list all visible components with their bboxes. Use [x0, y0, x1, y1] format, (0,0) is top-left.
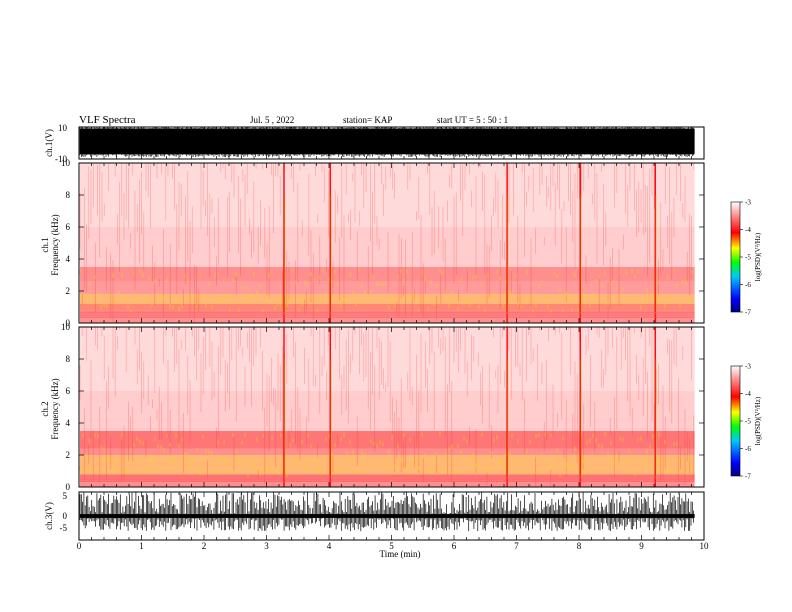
- ch1-colorbar-label: log(PSD)(V²/Hz): [754, 232, 762, 281]
- x-tick-label: 4: [327, 541, 332, 551]
- ch1-spectrogram-ticks: [78, 163, 705, 323]
- x-tick-label: 7: [514, 541, 519, 551]
- ch2-spectrogram-ticks: [78, 327, 705, 487]
- ch1-spectrogram-ylabel-frequency: Frequency (kHz): [50, 214, 60, 275]
- ch1-ytick-top: 10: [58, 123, 68, 133]
- waveform-envelope: [80, 514, 695, 518]
- ch1-waveform-ylabel: ch.1(V): [44, 129, 54, 157]
- ch1-colorbar: -3 -4 -5 -6 -7 log(PSD)(V²/Hz): [730, 199, 762, 317]
- ch2-spectrogram-ylabel-frequency: Frequency (kHz): [50, 378, 60, 439]
- spectrogram-band: [80, 391, 695, 431]
- x-tick-label: 8: [577, 541, 582, 551]
- spectrogram-band: [80, 431, 695, 449]
- panel-ch1-spectrogram: 0 2 4 6 8 10 ch.1 Frequency (kHz) -3 -4 -5 -6 -7 …: [40, 158, 762, 328]
- time-axis-label: Time (min): [380, 549, 421, 559]
- y-tick-label: 2: [66, 450, 71, 460]
- spectrogram-band: [80, 474, 695, 483]
- colorbar-tick-label: -6: [745, 281, 751, 289]
- date-label: Jul. 5 , 2022: [250, 115, 294, 125]
- spectrogram-band: [80, 303, 695, 311]
- figure-title: VLF Spectra: [79, 114, 136, 126]
- x-tick-label: 1: [139, 541, 144, 551]
- x-tick-label: 0: [77, 541, 82, 551]
- y-tick-label: 0: [66, 482, 71, 492]
- ch3-ytick-middle: 0: [63, 511, 68, 521]
- ch3-waveform-trace: [79, 492, 695, 532]
- waveform-line: [79, 127, 694, 158]
- y-tick-label: 10: [61, 322, 71, 332]
- spectrogram-band: [80, 281, 695, 295]
- ch1-waveform-trace: [79, 127, 695, 158]
- x-tick-label: 5: [389, 541, 394, 551]
- ch1-spectrogram-ylabel-channel: ch.1: [40, 237, 50, 252]
- colorbar-tick-label: -4: [745, 390, 751, 398]
- ch2-colorbar-label: log(PSD)(V²/Hz): [754, 396, 762, 445]
- ch1-colorbar-ticks: -3 -4 -5 -6 -7: [740, 199, 751, 317]
- y-tick-label: 2: [66, 286, 71, 296]
- spectrogram-band: [80, 455, 695, 475]
- waveform-line: [79, 492, 694, 532]
- y-tick-label: 6: [66, 386, 71, 396]
- y-tick-label: 8: [66, 354, 71, 364]
- ch3-ytick-top: 5: [63, 491, 68, 501]
- ch2-colorbar-ticks: -3 -4 -5 -6 -7: [740, 363, 751, 481]
- ch3-waveform-ticks: [78, 492, 705, 540]
- station-label: station= KAP: [343, 115, 392, 125]
- x-tick-label: 3: [264, 541, 269, 551]
- y-tick-label: 10: [61, 158, 71, 168]
- spectrogram-band: [80, 318, 695, 323]
- x-tick-label: 2: [202, 541, 207, 551]
- spectrogram-band: [80, 448, 695, 455]
- colorbar-tick-label: -5: [745, 418, 751, 426]
- ch2-colorbar-gradient: [730, 365, 741, 477]
- panel-ch1-waveform: 10 -10 ch.1(V): [44, 123, 705, 164]
- spectrogram-band: [80, 163, 695, 227]
- spectrogram-band: [80, 294, 695, 304]
- x-tick-label: 9: [639, 541, 644, 551]
- colorbar-tick-label: -7: [745, 473, 751, 481]
- spectrogram-band: [80, 327, 695, 391]
- ch2-spectrogram-yticks: 0 2 4 6 8 10: [61, 322, 704, 492]
- start-ut-label: start UT = 5 : 50 : 1: [437, 115, 508, 125]
- panel-ch2-spectrogram: 0 2 4 6 8 10 ch.2 Frequency (kHz) -3 -4 -5 -6 -7 …: [40, 322, 762, 492]
- spectrogram-band: [80, 267, 695, 282]
- colorbar-tick-label: -3: [745, 199, 751, 207]
- x-tick-label: 10: [700, 541, 710, 551]
- spectrogram-band: [80, 227, 695, 267]
- ch3-ytick-bottom: -5: [60, 523, 68, 533]
- colorbar-tick-label: -5: [745, 254, 751, 262]
- ch2-spectrogram-ylabel-channel: ch.2: [40, 401, 50, 416]
- figure-header: VLF Spectra Jul. 5 , 2022 station= KAP s…: [79, 114, 508, 126]
- ch1-ytick-bottom: -10: [55, 154, 67, 164]
- colorbar-tick-label: -4: [745, 226, 751, 234]
- y-tick-label: 4: [66, 254, 71, 264]
- ch2-spectrogram-image: [79, 327, 704, 487]
- ch2-colorbar: -3 -4 -5 -6 -7 log(PSD)(V²/Hz): [730, 363, 762, 481]
- spectrogram-band: [80, 482, 695, 487]
- time-axis-tick-labels: 0 1 2 3 4 5 6 7 8 9 10: [77, 541, 709, 551]
- ch3-waveform-ylabel: ch.3(V): [44, 502, 54, 530]
- colorbar-tick-label: -3: [745, 363, 751, 371]
- y-tick-label: 6: [66, 222, 71, 232]
- ch1-spectrogram-yticks: 0 2 4 6 8 10: [61, 158, 704, 328]
- spectrogram-band: [80, 310, 695, 319]
- ch1-spectrogram-image: [79, 163, 704, 323]
- panel-ch3-waveform: 5 0 -5 ch.3(V) 0 1 2 3 4 5 6 7 8 9 10 Time (min): [44, 491, 709, 559]
- x-tick-label: 6: [452, 541, 457, 551]
- y-tick-label: 4: [66, 418, 71, 428]
- y-tick-label: 0: [66, 318, 71, 328]
- y-tick-label: 8: [66, 190, 71, 200]
- ch1-colorbar-gradient: [730, 201, 741, 313]
- colorbar-tick-label: -7: [745, 309, 751, 317]
- ch1-waveform-ticks: [78, 127, 705, 159]
- colorbar-tick-label: -6: [745, 445, 751, 453]
